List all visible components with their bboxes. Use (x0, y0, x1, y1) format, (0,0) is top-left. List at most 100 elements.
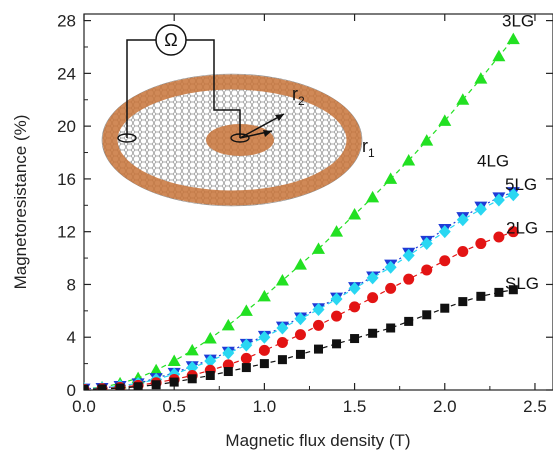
x-tick-label: 1.5 (343, 397, 367, 416)
data-point (312, 242, 325, 254)
series-label-2LG: 2LG (506, 219, 538, 238)
data-point (97, 384, 107, 390)
data-point (240, 352, 252, 364)
y-tick-label: 8 (67, 275, 76, 294)
data-point (440, 303, 450, 313)
data-point (239, 304, 253, 316)
r2-label: r2 (292, 84, 305, 108)
data-point (169, 377, 179, 387)
data-point (223, 367, 233, 377)
data-point (475, 238, 487, 250)
data-point (492, 49, 506, 62)
data-point (492, 193, 505, 207)
data-point (241, 363, 251, 373)
data-point (420, 134, 434, 146)
y-tick-label: 24 (57, 64, 76, 83)
series-label-4LG: 4LG (477, 151, 509, 170)
data-point (439, 255, 451, 267)
data-point (349, 301, 361, 313)
inner-disk (206, 124, 274, 156)
data-point (494, 287, 504, 297)
data-point (404, 316, 414, 326)
series-label-5LG: 5LG (505, 175, 537, 194)
data-point (385, 282, 397, 294)
data-point (330, 225, 344, 237)
data-point (474, 72, 488, 84)
radius-arrow-r2 (239, 113, 285, 139)
data-point (84, 384, 89, 390)
data-point (314, 344, 323, 354)
data-point (258, 344, 270, 356)
y-tick-label: 0 (67, 381, 76, 400)
data-point (312, 303, 325, 317)
y-tick-label: 16 (57, 170, 76, 189)
data-point (115, 383, 125, 390)
data-point (456, 213, 469, 227)
ohm-symbol: Ω (164, 30, 177, 50)
data-point (403, 273, 415, 285)
data-point (258, 330, 271, 344)
data-point (313, 319, 324, 331)
data-point (476, 291, 486, 301)
y-tick-label: 4 (67, 328, 76, 347)
x-tick-label: 0.5 (162, 397, 186, 416)
data-point (474, 202, 487, 216)
data-point (350, 334, 360, 344)
data-point (386, 323, 396, 333)
axis-ticks: 0.0 0.5 1.0 1.5 2.0 2.5 0 4 8 12 16 20 24 28 (57, 12, 553, 416)
radius-arrow-r1-head (263, 130, 272, 137)
data-point (295, 349, 305, 359)
x-axis-title: Magnetic flux density (T) (225, 431, 410, 450)
y-axis-title: Magnetoresistance (%) (11, 115, 30, 290)
radius-arrow-r2-head (275, 114, 284, 121)
data-point (366, 271, 379, 285)
x-tick-label: 1.0 (253, 397, 277, 416)
data-point (384, 172, 398, 184)
data-point (438, 114, 452, 126)
data-point (456, 93, 470, 105)
data-point (221, 318, 235, 331)
data-point (294, 329, 306, 341)
data-point (402, 153, 416, 166)
data-point (348, 208, 362, 220)
x-tick-label: 2.5 (523, 397, 547, 416)
data-point (507, 226, 519, 238)
data-point (507, 188, 520, 202)
data-point (506, 32, 520, 45)
data-point (330, 292, 343, 306)
data-point (294, 312, 307, 326)
data-point (421, 264, 433, 276)
ohmmeter-icon (155, 24, 187, 56)
data-point (203, 332, 217, 344)
data-point (420, 237, 433, 251)
data-point (185, 343, 199, 356)
data-point (275, 273, 289, 286)
data-point (458, 297, 468, 307)
outer-wire (126, 39, 156, 138)
data-point (457, 245, 469, 257)
inner-wire (186, 39, 241, 138)
x-tick-label: 2.0 (433, 397, 457, 416)
data-point (438, 225, 451, 239)
x-tick-label: 0.0 (72, 397, 96, 416)
y-tick-label: 20 (57, 117, 76, 136)
data-point (368, 328, 378, 338)
data-point (332, 339, 342, 349)
r1-label: r1 (362, 136, 375, 160)
data-point (402, 248, 415, 262)
data-point (167, 354, 181, 366)
data-point (187, 374, 197, 384)
data-point (205, 370, 215, 380)
data-point (276, 321, 289, 335)
y-tick-label: 28 (57, 12, 76, 31)
data-point (493, 231, 505, 243)
data-point (149, 363, 163, 376)
inset-schematic: Ω r2 r1 (101, 24, 375, 207)
series-SLG (84, 285, 518, 390)
data-point (293, 258, 307, 270)
data-point (367, 292, 379, 304)
data-point (348, 281, 361, 295)
data-point (422, 310, 432, 320)
y-tick-label: 12 (57, 223, 76, 242)
